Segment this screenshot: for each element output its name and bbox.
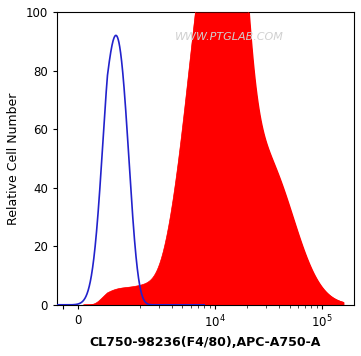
Text: WWW.PTGLAB.COM: WWW.PTGLAB.COM xyxy=(175,32,284,42)
X-axis label: CL750-98236(F4/80),APC-A750-A: CL750-98236(F4/80),APC-A750-A xyxy=(90,336,321,349)
Y-axis label: Relative Cell Number: Relative Cell Number xyxy=(7,92,20,225)
